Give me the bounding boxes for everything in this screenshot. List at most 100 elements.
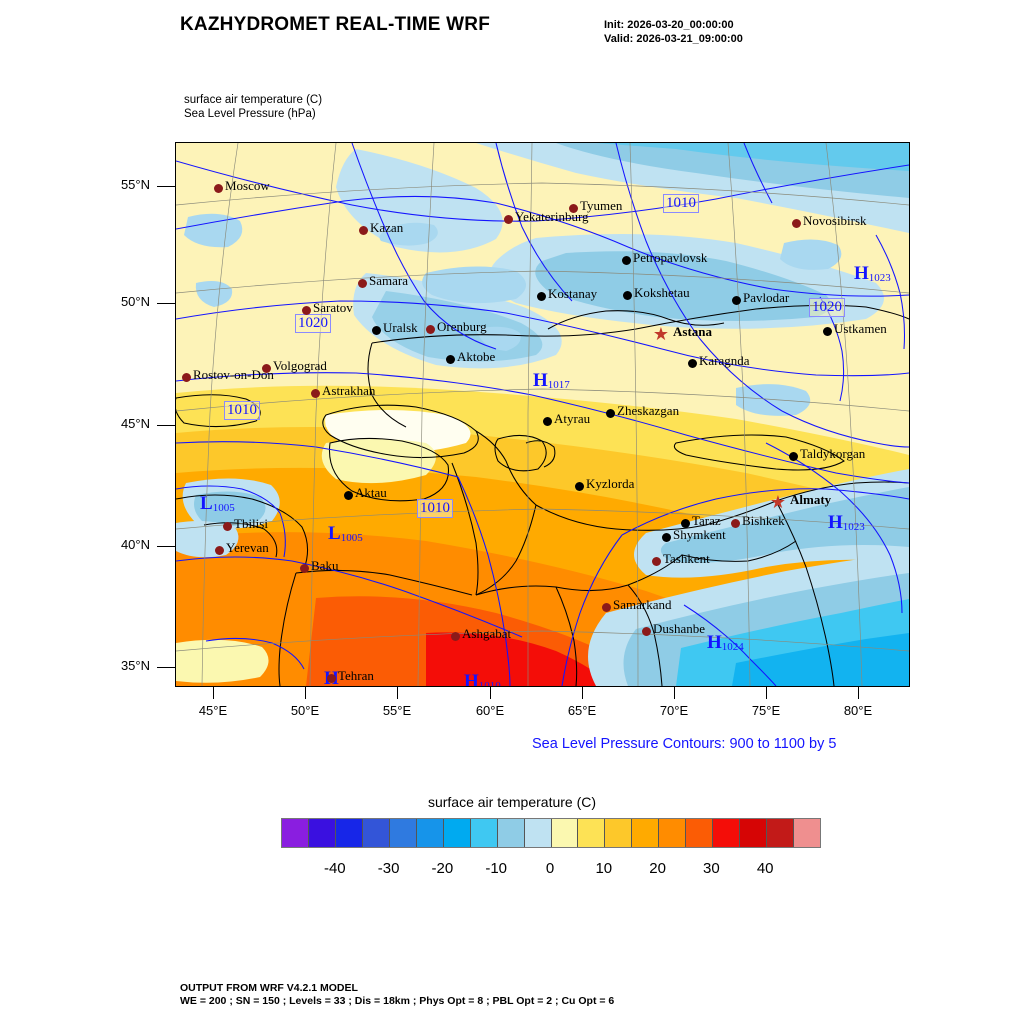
latitude-tick-label: 35°N: [120, 658, 150, 673]
latitude-tick-label: 45°N: [120, 416, 150, 431]
latitude-tick-mark: [157, 303, 175, 304]
longitude-tick-mark: [766, 687, 767, 699]
city-dot-icon: [621, 255, 631, 265]
capital-star-icon: ★: [652, 324, 670, 344]
city-dot-icon: [261, 363, 271, 373]
city-label: Petropavlovsk: [633, 250, 708, 265]
weather-map[interactable]: 1010 1020 1020 1010 1010 H1023 H1017 L1005 L100…: [175, 142, 910, 687]
longitude-tick-mark: [305, 687, 306, 699]
longitude-tick-label: 60°E: [475, 703, 505, 718]
longitude-tick-label: 45°E: [198, 703, 228, 718]
valid-time: Valid: 2026-03-21_09:00:00: [604, 33, 743, 45]
city-dot-icon: [450, 631, 460, 641]
latitude-tick-mark: [157, 186, 175, 187]
pressure-center-symbol: H: [707, 632, 722, 653]
city-dot-icon: [503, 214, 513, 224]
high-pressure-center: H1023: [828, 512, 865, 534]
city-label: Zheskazgan: [617, 403, 680, 418]
colorbar-swatch: [659, 819, 687, 847]
city-dot-icon: [622, 290, 632, 300]
city-dot-icon: [542, 416, 552, 426]
city-label: Aktau: [355, 485, 387, 500]
footer-line-2: WE = 200 ; SN = 150 ; Levels = 33 ; Dis …: [180, 995, 615, 1007]
longitude-tick-label: 75°E: [751, 703, 781, 718]
colorbar-swatch: [335, 819, 363, 847]
isobar-value-label: 1020: [809, 298, 845, 317]
colorbar-swatch: [551, 819, 579, 847]
city-label: Dushanbe: [653, 621, 705, 636]
latitude-tick-mark: [157, 546, 175, 547]
colorbar-swatch: [713, 819, 741, 847]
pressure-center-value: 1023: [868, 272, 891, 284]
init-time: Init: 2026-03-20_00:00:00: [604, 19, 734, 31]
city-dot-icon: [357, 278, 367, 288]
city-label: Bishkek: [742, 513, 785, 528]
city-label: Almaty: [790, 492, 832, 507]
longitude-tick-label: 55°E: [382, 703, 412, 718]
city-label: Kokshetau: [634, 285, 690, 300]
colorbar-swatch: [767, 819, 795, 847]
city-dot-icon: [301, 305, 311, 315]
pressure-center-symbol: H: [854, 263, 869, 284]
longitude-tick-label: 70°E: [659, 703, 689, 718]
city-label: Tyumen: [580, 198, 623, 213]
colorbar-swatch: [362, 819, 390, 847]
city-label: Aktobe: [457, 349, 496, 364]
colorbar-tick-label: 20: [649, 860, 666, 877]
low-pressure-center: L1005: [200, 493, 235, 515]
colorbar-ticks: -40 -30 -20 -10 0 10 20 30 40: [281, 860, 819, 880]
pressure-center-symbol: H: [464, 671, 479, 687]
city-label: Tbilisi: [234, 516, 268, 531]
pressure-center-value: 1010: [478, 680, 501, 687]
colorbar-swatch: [282, 819, 309, 847]
city-dot-icon: [730, 518, 740, 528]
city-dot-icon: [568, 203, 578, 213]
city-dot-icon: [641, 626, 651, 636]
colorbar-tick-label: 30: [703, 860, 720, 877]
isobar-value-label: 1010: [663, 194, 699, 213]
colorbar-swatch: [794, 819, 821, 847]
field-label-block: surface air temperature (C) Sea Level Pr…: [184, 93, 322, 121]
high-pressure-center: H1023: [854, 263, 891, 285]
latitude-tick-label: 55°N: [120, 177, 150, 192]
city-label: Uralsk: [383, 320, 418, 335]
colorbar-tick-label: 10: [595, 860, 613, 877]
colorbar-tick-label: -10: [485, 860, 508, 877]
city-label: Tashkent: [663, 551, 710, 566]
city-dot-icon: [605, 408, 615, 418]
city-dot-icon: [788, 451, 798, 461]
city-label: Kazan: [370, 220, 404, 235]
colorbar-swatch: [389, 819, 417, 847]
isobar-value-label: 1020: [295, 314, 331, 333]
city-label: Samarkand: [613, 597, 672, 612]
field-label-pressure: Sea Level Pressure (hPa): [184, 108, 316, 120]
colorbar-swatch: [632, 819, 660, 847]
colorbar-swatch: [308, 819, 336, 847]
colorbar-swatch: [497, 819, 525, 847]
longitude-tick-mark: [213, 687, 214, 699]
colorbar-swatch: [470, 819, 498, 847]
colorbar-swatch: [524, 819, 552, 847]
colorbar[interactable]: [281, 818, 821, 848]
city-label: Kostanay: [548, 286, 598, 301]
longitude-tick-label: 65°E: [567, 703, 597, 718]
city-dot-icon: [574, 481, 584, 491]
city-label: Ashgabat: [462, 626, 512, 641]
isobar-value-label: 1010: [417, 499, 453, 518]
colorbar-swatch: [416, 819, 444, 847]
longitude-tick-mark: [490, 687, 491, 699]
longitude-tick-mark: [397, 687, 398, 699]
colorbar-swatch: [605, 819, 633, 847]
city-label: Volgograd: [273, 358, 327, 373]
city-dot-icon: [445, 354, 455, 364]
field-label-temperature: surface air temperature (C): [184, 94, 323, 106]
city-dot-icon: [343, 490, 353, 500]
city-label: Moscow: [225, 178, 270, 193]
high-pressure-center: H1024: [707, 632, 744, 654]
contour-legend-note: Sea Level Pressure Contours: 900 to 1100…: [532, 736, 837, 752]
city-dot-icon: [326, 673, 336, 683]
city-dot-icon: [536, 291, 546, 301]
city-label: Astrakhan: [322, 383, 376, 398]
city-dot-icon: [651, 556, 661, 566]
longitude-tick-label: 50°E: [290, 703, 320, 718]
